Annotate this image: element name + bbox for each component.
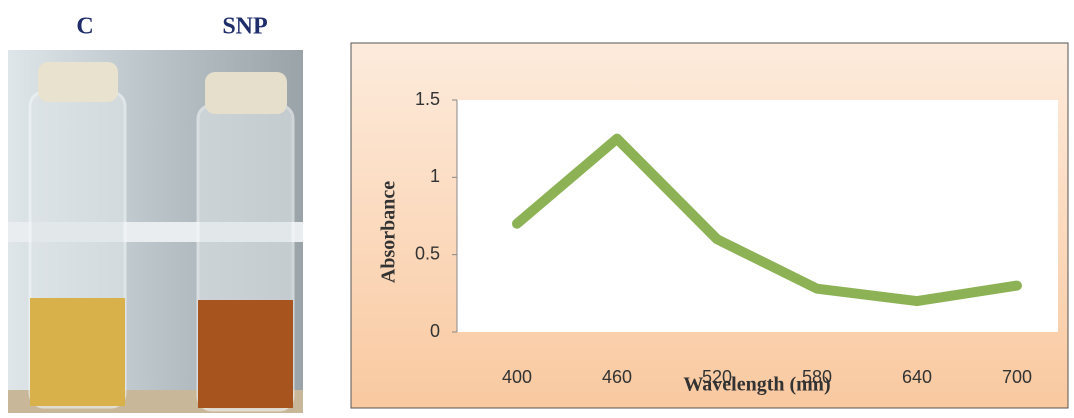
x-tick-label: 640 <box>902 367 932 387</box>
x-tick-label: 400 <box>502 367 532 387</box>
y-tick-label: 0 <box>430 321 440 341</box>
sample-label: SNP <box>222 14 267 40</box>
page: C SNP Wavelength (nm) Absorbance 00.511.… <box>0 0 1074 413</box>
sample-label: C <box>76 14 93 40</box>
x-tick-label: 700 <box>1002 367 1032 387</box>
figure: C SNP Wavelength (nm) Absorbance 00.511.… <box>0 0 1074 413</box>
y-tick-label: 0.5 <box>415 243 440 263</box>
photo: C SNP <box>8 14 303 414</box>
x-tick-label: 460 <box>602 367 632 387</box>
y-tick-label: 1.5 <box>415 89 440 109</box>
y-axis-title: Absorbance <box>378 181 400 283</box>
x-tick-label: 580 <box>802 367 832 387</box>
y-tick-label: 1 <box>430 166 440 186</box>
x-tick-label: 520 <box>702 367 732 387</box>
